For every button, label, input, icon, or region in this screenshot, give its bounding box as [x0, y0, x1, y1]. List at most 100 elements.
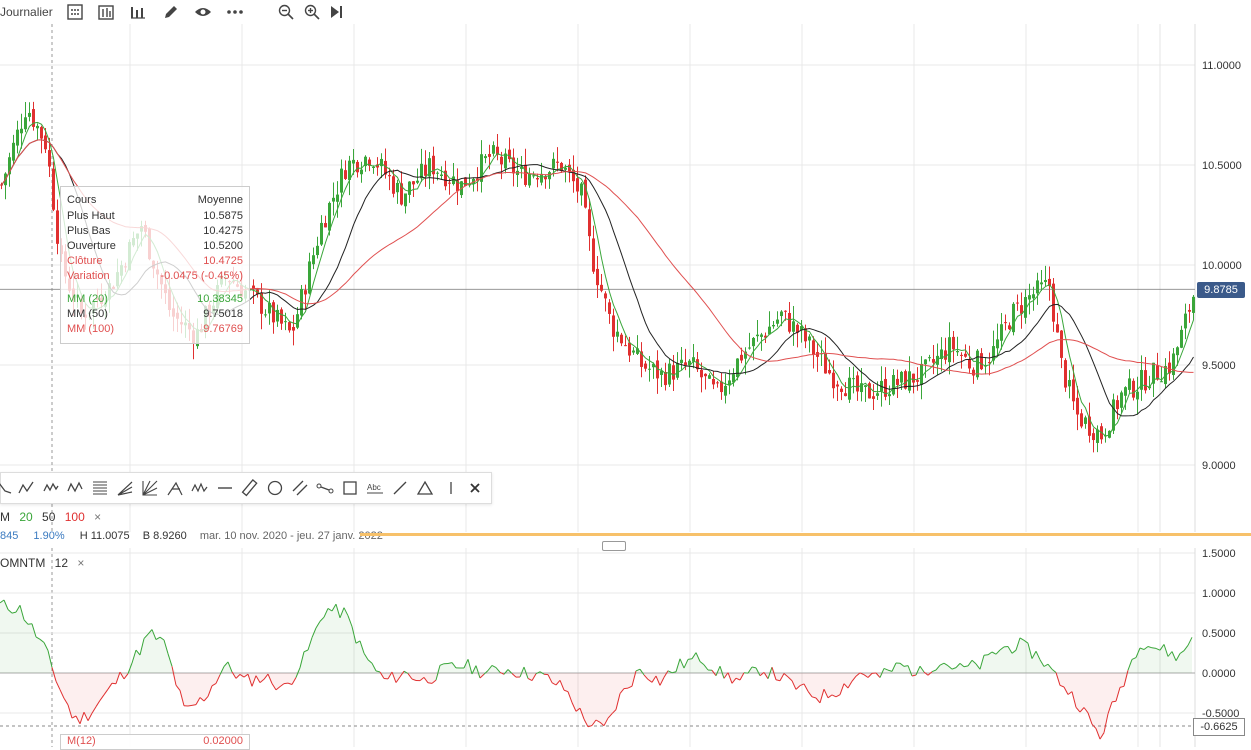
candle-body	[852, 378, 855, 379]
rectangle-icon[interactable]	[341, 479, 359, 497]
fib-fan-icon[interactable]	[116, 479, 134, 497]
ma-legend: M 20 50 100 ×	[0, 509, 101, 525]
horizontal-line-icon[interactable]	[216, 479, 234, 497]
candle-body	[836, 385, 839, 387]
drawing-toolbar: Abc	[0, 472, 492, 504]
vertical-line-icon[interactable]	[442, 479, 460, 497]
osc-info-box: M(12) 0.02000	[60, 734, 250, 750]
candle-body	[948, 337, 951, 362]
info-key: Plus Haut	[67, 209, 115, 224]
zigzag-icon[interactable]	[17, 479, 35, 497]
info-key: Clôture	[67, 254, 102, 269]
candle-body	[552, 159, 555, 169]
candle-body	[580, 184, 583, 196]
candle-body	[556, 162, 559, 163]
trend-line-icon[interactable]	[0, 479, 15, 497]
pitchfork-icon[interactable]	[166, 479, 184, 497]
period-selector[interactable]: Journalier	[0, 2, 53, 22]
fibonacci-icon[interactable]	[91, 479, 109, 497]
wave-icon[interactable]	[42, 479, 60, 497]
gann-icon[interactable]	[141, 479, 159, 497]
candle-body	[576, 178, 579, 191]
candle-body	[1016, 303, 1019, 304]
candle-body	[748, 348, 751, 349]
candle-body	[924, 359, 927, 364]
bar-chart-icon[interactable]	[129, 3, 147, 21]
path-icon[interactable]	[316, 479, 334, 497]
circle-icon[interactable]	[266, 479, 284, 497]
candle-body	[720, 382, 723, 392]
candle-body	[440, 175, 443, 176]
candle-body	[752, 338, 755, 346]
candle-body	[1076, 398, 1079, 415]
line-icon[interactable]	[391, 479, 409, 497]
candle-body	[708, 375, 711, 379]
candle-body	[932, 359, 935, 363]
candle-body	[668, 364, 671, 385]
candle-body	[324, 223, 327, 227]
ruler-icon[interactable]	[241, 479, 259, 497]
info-key: MM (100)	[67, 322, 114, 337]
candle-body	[408, 182, 411, 195]
zoom-out-icon[interactable]	[277, 3, 295, 21]
osc-line-segment	[624, 688, 628, 689]
more-icon[interactable]	[226, 3, 244, 21]
candle-body	[716, 382, 719, 383]
ma-20-label[interactable]: 20	[19, 510, 32, 524]
candle-body	[12, 143, 15, 161]
elliott-icon[interactable]	[66, 479, 84, 497]
calendar-grid-icon[interactable]	[66, 3, 84, 21]
candle-body	[288, 322, 291, 330]
play-end-icon[interactable]	[328, 3, 346, 21]
stats-left: 845	[0, 530, 18, 542]
candle-body	[404, 193, 407, 206]
close-icon[interactable]	[466, 479, 484, 497]
cycle-icon[interactable]	[191, 479, 209, 497]
candle-body	[28, 113, 31, 117]
stats-high: H 11.0075	[80, 530, 130, 542]
candle-body	[844, 393, 847, 396]
candle-body	[1008, 325, 1011, 329]
candle-body	[492, 145, 495, 154]
candle-body	[484, 156, 487, 158]
candle-body	[336, 195, 339, 202]
candle-body	[564, 168, 567, 170]
candle-body	[500, 157, 503, 165]
candle-body	[896, 379, 899, 385]
candle-body	[980, 353, 983, 369]
triangle-icon[interactable]	[416, 479, 434, 497]
candle-body	[648, 369, 651, 370]
candle-body	[1092, 433, 1095, 440]
candle-body	[780, 312, 783, 316]
eye-icon[interactable]	[194, 3, 212, 21]
pencil-icon[interactable]	[162, 3, 180, 21]
candle-body	[864, 385, 867, 387]
candle-body	[436, 173, 439, 174]
candle-body	[900, 372, 903, 383]
candle-body	[1176, 347, 1179, 355]
candle-body	[56, 210, 59, 243]
candle-body	[616, 332, 619, 337]
ma-100-label[interactable]: 100	[65, 510, 85, 524]
zoom-in-icon[interactable]	[303, 3, 321, 21]
candle-body	[420, 164, 423, 179]
osc-line-segment	[188, 705, 192, 706]
candle-body	[1004, 322, 1007, 323]
text-icon[interactable]: Abc	[366, 479, 384, 497]
y-tick-label: 10.5000	[1202, 160, 1242, 172]
info-row: MM (50)9.75018	[67, 307, 243, 322]
candle-body	[724, 386, 727, 396]
candle-body	[308, 261, 311, 293]
parallel-lines-icon[interactable]	[291, 479, 309, 497]
candle-body	[296, 314, 299, 327]
ma-close-icon[interactable]: ×	[94, 510, 101, 524]
ma-50-label[interactable]: 50	[42, 510, 55, 524]
info-key: Variation	[67, 269, 110, 284]
orange-separator	[360, 533, 1251, 536]
compare-icon[interactable]	[97, 3, 115, 21]
candle-body	[24, 117, 27, 129]
osc-y-tick-label: 1.5000	[1202, 548, 1236, 560]
candle-body	[628, 343, 631, 356]
candle-body	[888, 394, 891, 396]
